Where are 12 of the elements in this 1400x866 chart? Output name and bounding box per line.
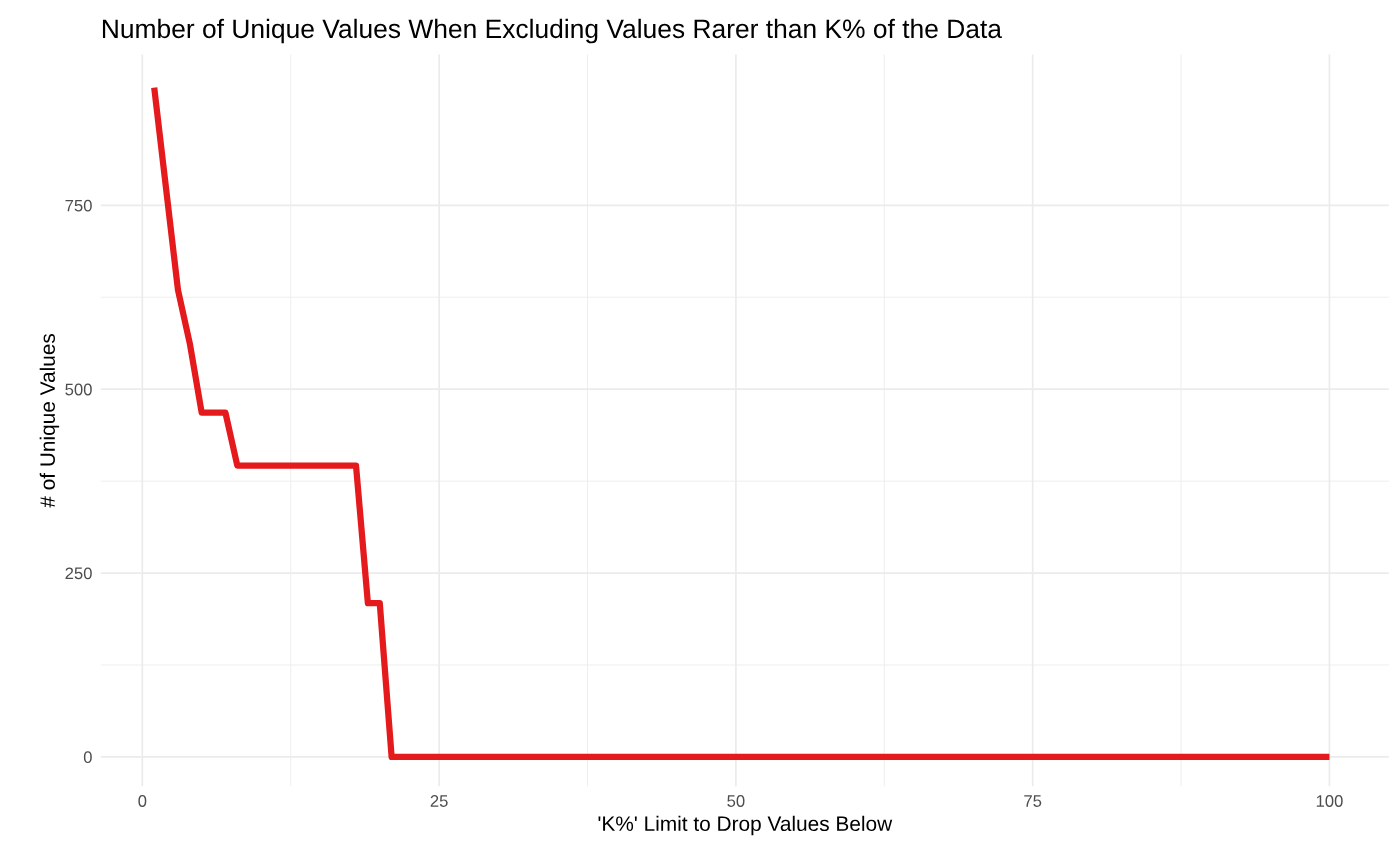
chart-title: Number of Unique Values When Excluding Values Rarer than K% of the Data bbox=[102, 18, 1002, 44]
y-tick-label: 0 bbox=[83, 751, 92, 764]
x-tick-label: 50 bbox=[727, 795, 745, 807]
x-tick-label: 100 bbox=[1316, 795, 1343, 807]
y-tick-label: 750 bbox=[65, 199, 92, 212]
x-tick-label: 75 bbox=[1024, 795, 1042, 807]
y-tick-label: 500 bbox=[65, 383, 92, 396]
x-tick-label: 0 bbox=[138, 795, 147, 807]
x-axis-title: 'K%' Limit to Drop Values Below bbox=[598, 815, 893, 836]
y-tick-label: 250 bbox=[65, 567, 92, 580]
x-tick-label: 25 bbox=[430, 795, 448, 807]
y-axis-title: # of Unique Values bbox=[39, 333, 60, 508]
